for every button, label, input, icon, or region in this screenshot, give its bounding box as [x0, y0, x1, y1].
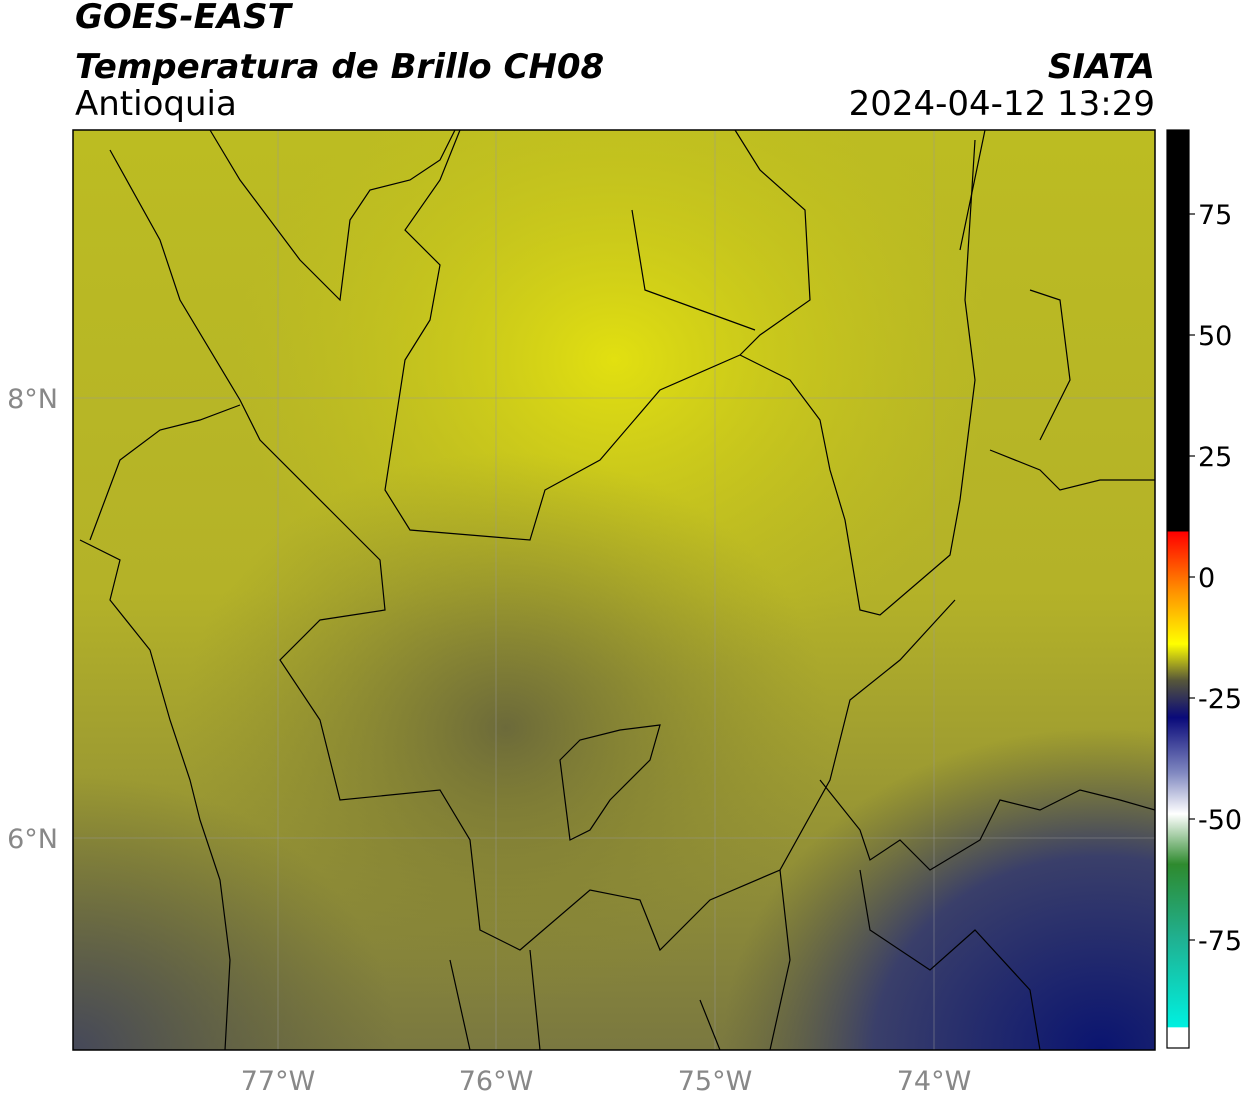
colorbar-tick-label: 25 — [1198, 442, 1232, 473]
source: SIATA — [1048, 47, 1155, 87]
colorbar-tick-label: 50 — [1198, 321, 1232, 352]
lat-label: 8°N — [7, 384, 58, 415]
colorbar-tick-label: -75 — [1198, 926, 1242, 957]
datetime: 2024-04-12 13:29 — [849, 84, 1155, 124]
lon-label: 74°W — [897, 1066, 972, 1097]
region: Antioquia — [75, 84, 237, 124]
map — [72, 129, 1156, 1051]
lon-label: 75°W — [678, 1066, 753, 1097]
colorbar-tick-label: 75 — [1198, 200, 1232, 231]
lon-label: 76°W — [459, 1066, 534, 1097]
colorbar-tick-label: 0 — [1198, 563, 1215, 594]
lon-label: 77°W — [241, 1066, 316, 1097]
subtitle: Temperatura de Brillo CH08 — [75, 47, 604, 87]
colorbar-tick-label: -50 — [1198, 805, 1242, 836]
colorbar-ticks: 75 50 25 0 -25 -50 -75 — [1189, 200, 1242, 957]
colorbar — [1166, 129, 1190, 1049]
lat-label: 6°N — [7, 824, 58, 855]
colorbar-tick-label: -25 — [1198, 684, 1242, 715]
title: GOES-EAST — [75, 0, 294, 37]
